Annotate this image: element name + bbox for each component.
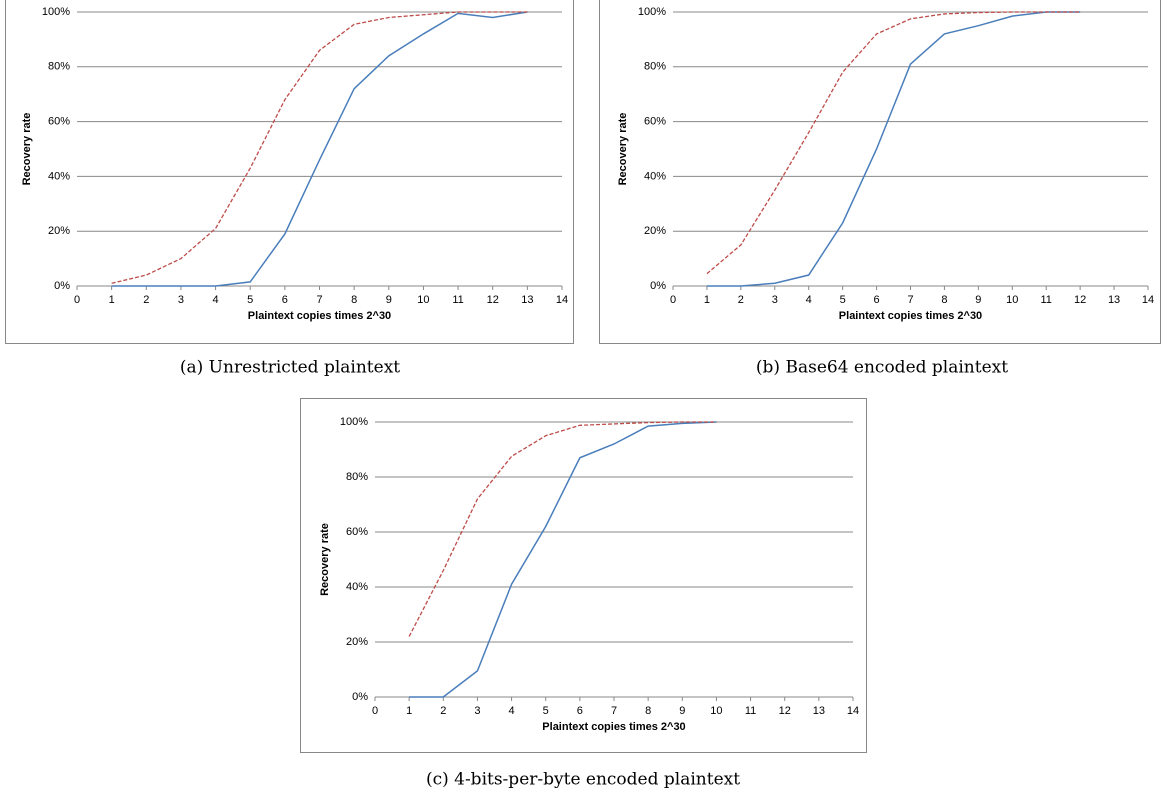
- x-tick-label: 4: [509, 705, 515, 717]
- data-line: [111, 11, 528, 284]
- x-tick-label: 12: [487, 294, 499, 306]
- caption: (b) Base64 encoded plaintext: [756, 358, 1008, 378]
- x-tick-label: 0: [670, 294, 676, 306]
- x-tick-label: 8: [645, 705, 651, 717]
- x-tick-label: 2: [440, 705, 446, 717]
- x-tick-label: 13: [521, 294, 533, 306]
- x-tick-label: 4: [213, 294, 219, 306]
- y-tick-label: 0%: [650, 280, 666, 292]
- x-tick-label: 13: [813, 705, 825, 717]
- y-axis-title: Recovery rate: [319, 523, 331, 596]
- x-tick-label: 9: [386, 294, 392, 306]
- x-tick-label: 7: [611, 705, 617, 717]
- caption: (a) Unrestricted plaintext: [180, 358, 400, 378]
- y-tick-label: 80%: [346, 471, 368, 483]
- y-tick-label: 40%: [346, 581, 368, 593]
- data-line: [706, 11, 1081, 275]
- y-tick-label: 80%: [48, 61, 70, 73]
- data-line: [409, 421, 717, 698]
- y-tick-label: 0%: [54, 280, 70, 292]
- x-tick-label: 2: [143, 294, 149, 306]
- x-tick-label: 1: [109, 294, 115, 306]
- x-tick-label: 7: [316, 294, 322, 306]
- y-tick-label: 20%: [346, 636, 368, 648]
- x-tick-label: 0: [74, 294, 80, 306]
- x-tick-label: 5: [247, 294, 253, 306]
- x-tick-label: 9: [679, 705, 685, 717]
- x-tick-label: 14: [1142, 294, 1154, 306]
- x-tick-label: 3: [178, 294, 184, 306]
- data-line: [111, 11, 528, 287]
- y-tick-label: 20%: [644, 225, 666, 237]
- data-line: [706, 11, 1081, 287]
- y-tick-label: 40%: [48, 170, 70, 182]
- y-tick-label: 60%: [644, 116, 666, 128]
- data-line: [408, 421, 717, 637]
- x-tick-label: 5: [543, 705, 549, 717]
- x-tick-label: 4: [806, 294, 812, 306]
- y-tick-label: 60%: [48, 116, 70, 128]
- x-tick-label: 3: [772, 294, 778, 306]
- x-tick-label: 8: [941, 294, 947, 306]
- y-tick-label: 100%: [42, 6, 70, 18]
- x-tick-label: 6: [282, 294, 288, 306]
- x-tick-label: 0: [372, 705, 378, 717]
- x-tick-label: 10: [710, 705, 722, 717]
- x-tick-label: 8: [351, 294, 357, 306]
- chart-frame: [599, 0, 1161, 344]
- x-tick-label: 14: [847, 705, 859, 717]
- x-tick-label: 13: [1108, 294, 1120, 306]
- y-tick-label: 40%: [644, 170, 666, 182]
- x-tick-label: 10: [417, 294, 429, 306]
- y-tick-label: 0%: [352, 691, 368, 703]
- x-axis-title: Plaintext copies times 2^30: [839, 310, 982, 322]
- y-axis-title: Recovery rate: [21, 113, 33, 186]
- caption: (c) 4-bits-per-byte encoded plaintext: [426, 770, 740, 790]
- y-tick-label: 100%: [638, 6, 666, 18]
- y-tick-label: 20%: [48, 225, 70, 237]
- y-tick-label: 100%: [340, 416, 368, 428]
- y-axis-title: Recovery rate: [617, 113, 629, 186]
- x-tick-label: 6: [874, 294, 880, 306]
- y-tick-label: 60%: [346, 526, 368, 538]
- x-tick-label: 6: [577, 705, 583, 717]
- x-axis-title: Plaintext copies times 2^30: [248, 310, 391, 322]
- x-tick-label: 1: [406, 705, 412, 717]
- x-tick-label: 10: [1006, 294, 1018, 306]
- x-tick-label: 11: [745, 705, 756, 717]
- x-tick-label: 9: [975, 294, 981, 306]
- x-tick-label: 14: [556, 294, 568, 306]
- y-tick-label: 80%: [644, 61, 666, 73]
- x-tick-label: 12: [779, 705, 791, 717]
- chart-frame: [300, 398, 867, 753]
- x-tick-label: 7: [907, 294, 913, 306]
- x-tick-label: 11: [452, 294, 463, 306]
- chart-frame: [5, 0, 574, 344]
- x-tick-label: 1: [704, 294, 710, 306]
- x-tick-label: 11: [1041, 294, 1052, 306]
- x-tick-label: 12: [1074, 294, 1086, 306]
- x-axis-title: Plaintext copies times 2^30: [542, 721, 685, 733]
- x-tick-label: 3: [474, 705, 480, 717]
- x-tick-label: 2: [738, 294, 744, 306]
- x-tick-label: 5: [840, 294, 846, 306]
